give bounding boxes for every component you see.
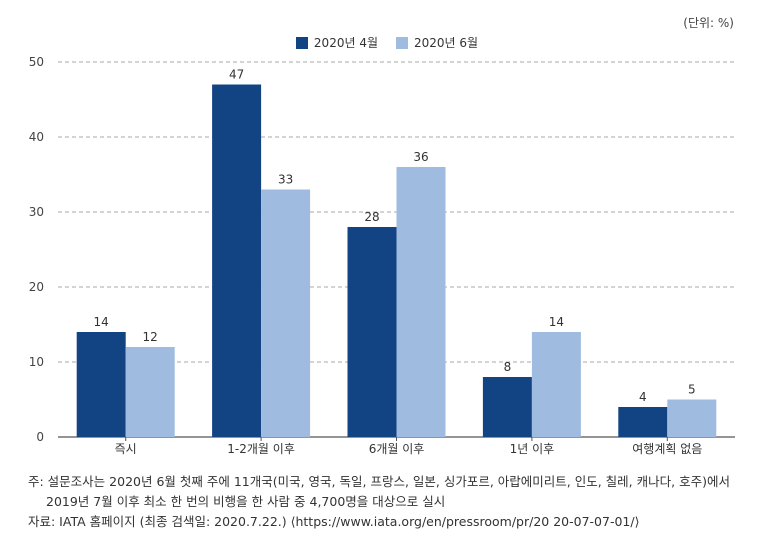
bar-series2 [396, 167, 446, 437]
bar-series1 [347, 227, 397, 437]
y-tick-label: 20 [29, 280, 44, 294]
legend-label-series1: 2020년 4월 [313, 36, 378, 50]
data-label: 28 [364, 210, 379, 224]
data-label: 47 [229, 68, 244, 82]
bar-series1 [482, 377, 532, 437]
chart-notes: 주: 설문조사는 2020년 6월 첫째 주에 11개국(미국, 영국, 독일,… [28, 472, 730, 532]
bar-series2 [667, 399, 717, 437]
bar-series1 [618, 407, 668, 437]
data-label: 14 [94, 315, 109, 329]
y-tick-label: 10 [29, 355, 44, 369]
data-label: 5 [688, 383, 696, 397]
y-tick-label: 30 [29, 205, 44, 219]
y-tick-label: 50 [29, 55, 44, 69]
bar-series2 [261, 189, 311, 437]
legend-swatch-series2 [396, 36, 408, 49]
data-label: 36 [413, 150, 428, 164]
legend-item-series1: 2020년 4월 [295, 34, 378, 51]
bar-series2 [531, 332, 581, 437]
data-label: 14 [549, 315, 564, 329]
x-tick-label: 여행계획 없음 [632, 441, 702, 456]
legend-item-series2: 2020년 6월 [396, 34, 478, 51]
x-tick-label: 1년 이후 [510, 442, 555, 456]
x-tick-label: 즉시 [115, 442, 137, 456]
note-line-1: 주: 설문조사는 2020년 6월 첫째 주에 11개국(미국, 영국, 독일,… [28, 474, 730, 489]
unit-label: (단위: %) [683, 16, 734, 30]
x-tick-label: 1-2개월 이후 [227, 442, 295, 456]
bar-series1 [76, 332, 126, 437]
y-tick-label: 40 [29, 130, 44, 144]
bar-chart: 0 10 20 30 40 50 14 12 즉시 47 33 1-2개월 이후 28 36 6개월 이후 8… [29, 55, 735, 456]
chart-legend: 2020년 4월 2020년 6월 [0, 34, 774, 51]
data-label: 33 [278, 173, 293, 187]
y-tick-label: 0 [36, 430, 44, 444]
x-tick-label: 6개월 이후 [369, 442, 425, 456]
legend-label-series2: 2020년 6월 [414, 36, 479, 50]
source-line: 자료: IATA 홈페이지 (최종 검색일: 2020.7.22.) ⟨http… [28, 514, 640, 529]
bar-series1 [212, 84, 262, 437]
note-line-2: 2019년 7월 이후 최소 한 번의 비행을 한 사람 중 4,700명을 대… [46, 494, 446, 509]
legend-swatch-series1 [295, 36, 308, 49]
data-label: 8 [504, 360, 512, 374]
data-label: 4 [639, 390, 647, 404]
data-label: 12 [143, 330, 158, 344]
bar-series2 [125, 347, 175, 437]
